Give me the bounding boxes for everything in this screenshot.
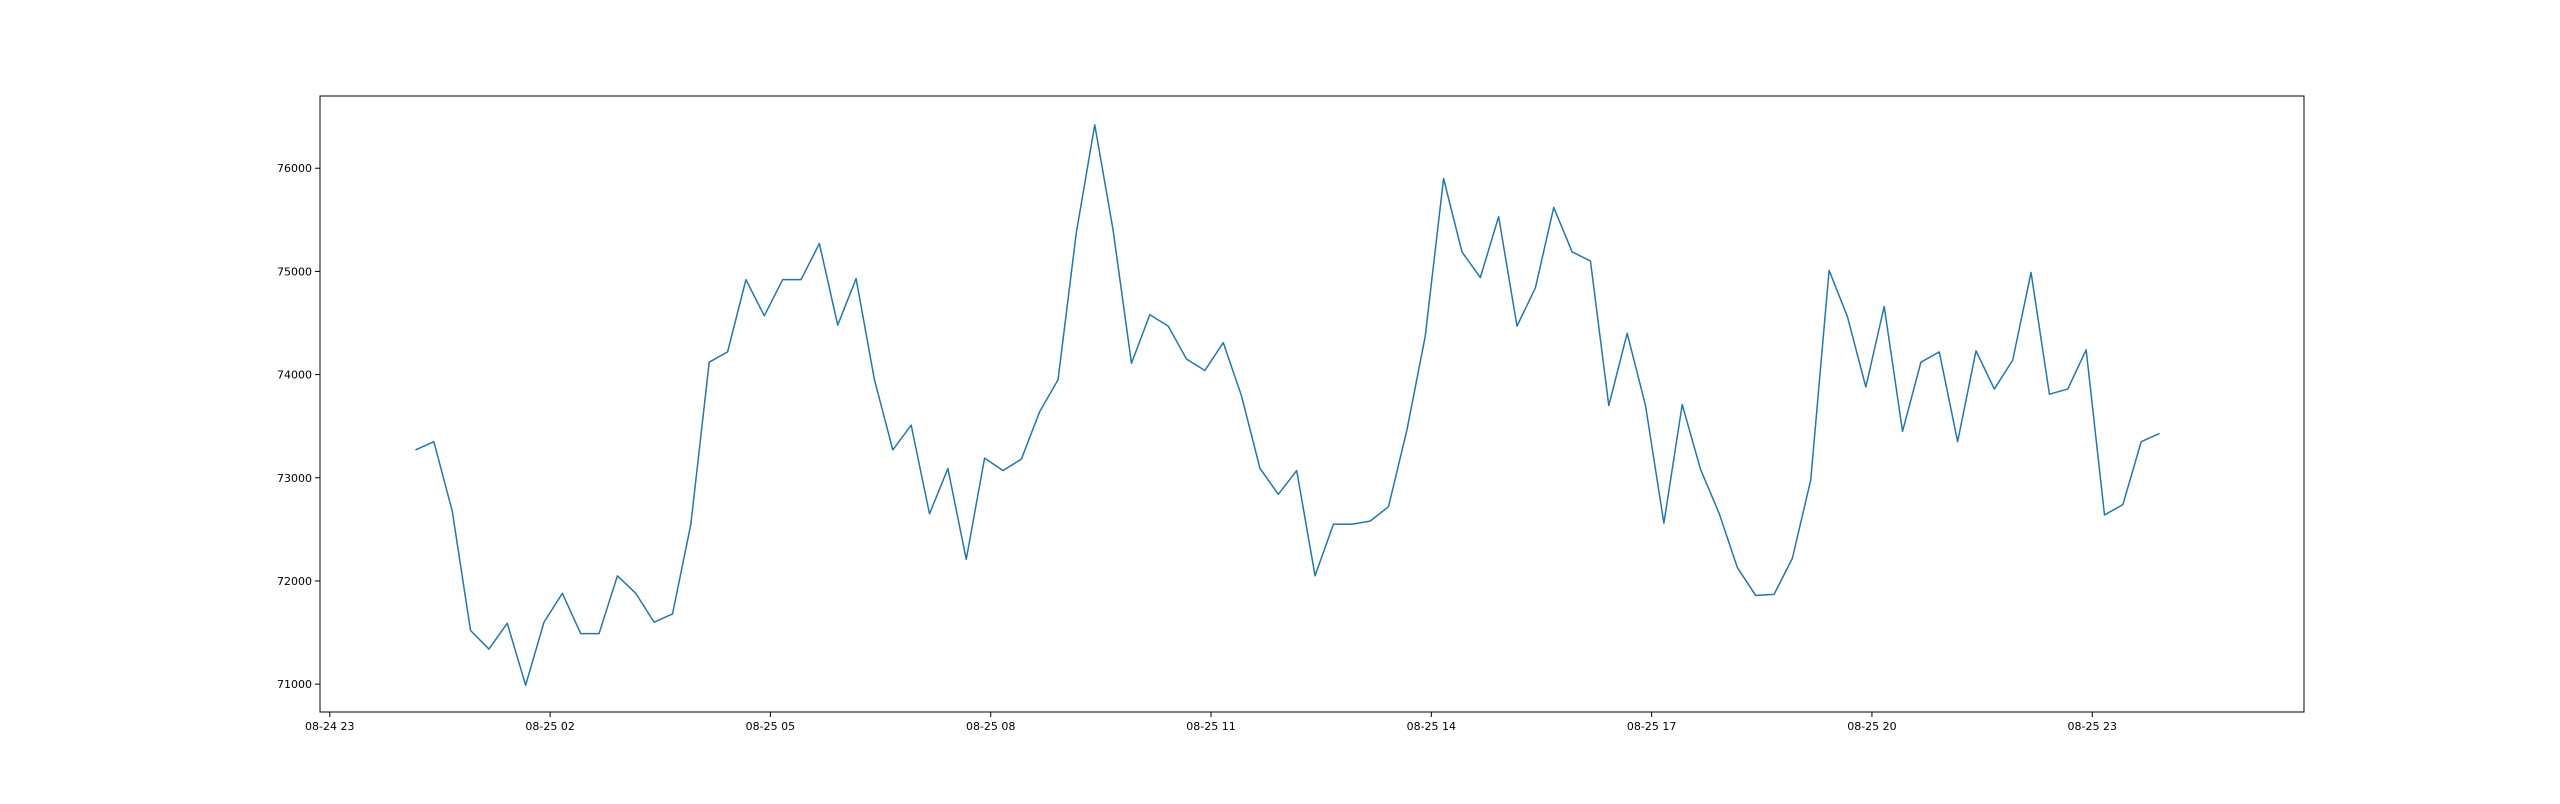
- x-axis: 08-24 23 08-25 02 08-25 05 08-25 08 08-25 11…: [305, 712, 2117, 733]
- y-tick-label: 74000: [277, 369, 312, 382]
- x-tick-label: 08-25 11: [1186, 720, 1235, 733]
- x-tick-label: 08-25 17: [1627, 720, 1676, 733]
- x-tick-label: 08-25 23: [2068, 720, 2117, 733]
- x-tick-label: 08-25 02: [525, 720, 574, 733]
- y-tick-label: 73000: [277, 472, 312, 485]
- series-layer: [415, 124, 2160, 686]
- series-line: [415, 124, 2160, 686]
- y-tick-label: 75000: [277, 265, 312, 278]
- y-tick-label: 76000: [277, 162, 312, 175]
- x-tick-label: 08-25 05: [746, 720, 795, 733]
- x-tick-label: 08-25 20: [1847, 720, 1896, 733]
- plot-area: [319, 95, 2305, 713]
- x-tick-label: 08-25 14: [1407, 720, 1456, 733]
- x-tick-label: 08-24 23: [305, 720, 354, 733]
- y-axis: 71000 72000 73000 74000 75000 76000: [277, 162, 320, 691]
- y-tick-label: 71000: [277, 678, 312, 691]
- y-tick-label: 72000: [277, 575, 312, 588]
- x-tick-label: 08-25 08: [966, 720, 1015, 733]
